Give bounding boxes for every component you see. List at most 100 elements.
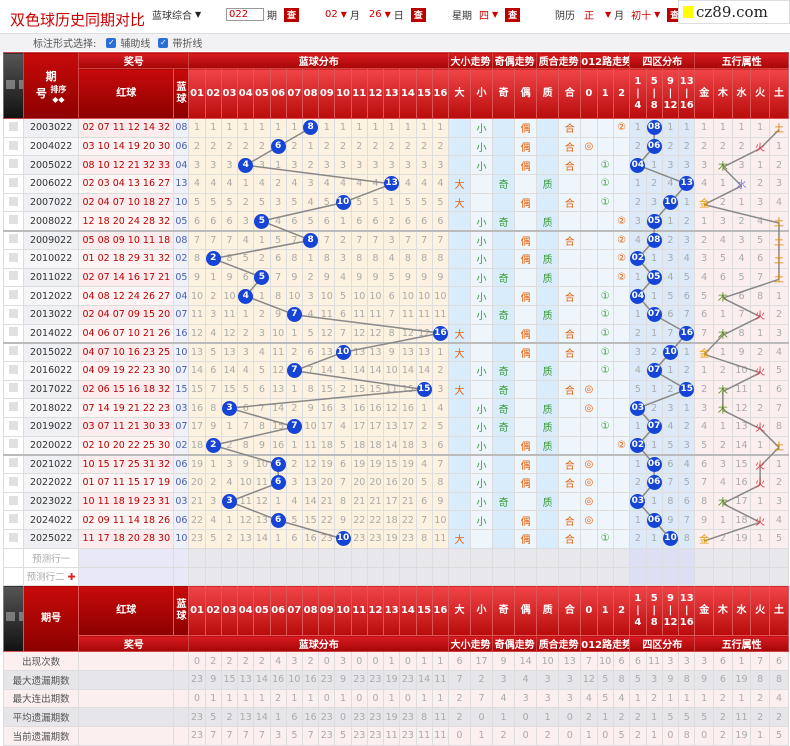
- prediction-cell[interactable]: [596, 566, 614, 587]
- prediction-cell[interactable]: [768, 566, 790, 587]
- prediction-cell[interactable]: [536, 566, 560, 587]
- prediction-label[interactable]: 预测行二 ✚: [23, 566, 80, 587]
- prediction-cell[interactable]: [713, 566, 733, 587]
- zone-cell: 3: [661, 398, 680, 418]
- prediction-cell[interactable]: [220, 547, 239, 568]
- blue-dist-cell: 18: [318, 435, 336, 456]
- query-date-button[interactable]: 查: [410, 7, 426, 22]
- prediction-cell[interactable]: [318, 566, 336, 587]
- prediction-cell[interactable]: [514, 566, 538, 587]
- blue-dist-cell: 22: [318, 510, 336, 531]
- prediction-cell[interactable]: [188, 547, 206, 568]
- prediction-cell[interactable]: [431, 547, 449, 568]
- query-weekday-button[interactable]: 查: [505, 7, 521, 22]
- prediction-cell[interactable]: [750, 547, 770, 568]
- trend-mark: 质: [542, 498, 553, 510]
- prediction-cell[interactable]: [415, 547, 433, 568]
- zone-cell: 07: [645, 304, 663, 325]
- prediction-cell[interactable]: [492, 547, 516, 568]
- prediction-cell[interactable]: [318, 547, 336, 568]
- prediction-label[interactable]: 预测行一: [23, 547, 80, 568]
- prediction-cell[interactable]: [645, 566, 663, 587]
- prediction-cell[interactable]: [678, 566, 696, 587]
- fold-line-checkbox[interactable]: ✓: [158, 37, 169, 48]
- prediction-cell[interactable]: [431, 566, 449, 587]
- prediction-cell[interactable]: [350, 566, 368, 587]
- prediction-cell[interactable]: [237, 547, 255, 568]
- trend-cell: [447, 267, 472, 288]
- prediction-cell[interactable]: [447, 566, 472, 587]
- prediction-cell[interactable]: [204, 566, 222, 587]
- month-select[interactable]: 02: [325, 9, 338, 20]
- prediction-cell[interactable]: [558, 547, 582, 568]
- prediction-cell[interactable]: [334, 566, 352, 587]
- prediction-cell[interactable]: [558, 566, 582, 587]
- prediction-cell[interactable]: [645, 547, 663, 568]
- aux-line-checkbox[interactable]: ✓: [106, 37, 117, 48]
- prediction-cell[interactable]: [447, 547, 472, 568]
- prediction-cell[interactable]: [383, 566, 401, 587]
- prediction-cell[interactable]: [580, 566, 598, 587]
- blue-dist-cell: 6: [415, 211, 433, 232]
- prediction-cell[interactable]: [269, 566, 287, 587]
- prediction-cell[interactable]: [661, 547, 680, 568]
- prediction-cell[interactable]: [750, 566, 770, 587]
- stats-value: 9: [694, 669, 715, 690]
- prediction-cell[interactable]: [514, 547, 538, 568]
- period-input[interactable]: 022: [226, 8, 264, 21]
- prediction-cell[interactable]: [469, 547, 494, 568]
- prediction-cell[interactable]: [253, 547, 271, 568]
- lunar-day-select[interactable]: 初十: [631, 11, 652, 22]
- prediction-cell[interactable]: [220, 566, 239, 587]
- sort-button[interactable]: 排序 ◆◆: [50, 84, 67, 104]
- prediction-cell[interactable]: [612, 566, 631, 587]
- prediction-cell[interactable]: [596, 547, 614, 568]
- prediction-cell[interactable]: [301, 547, 320, 568]
- prediction-cell[interactable]: [612, 547, 631, 568]
- prediction-cell[interactable]: [694, 566, 715, 587]
- prediction-cell[interactable]: [694, 547, 715, 568]
- prediction-cell[interactable]: [366, 547, 385, 568]
- prediction-cell[interactable]: [678, 547, 696, 568]
- prediction-cell[interactable]: [253, 566, 271, 587]
- prediction-cell[interactable]: [629, 566, 647, 587]
- prediction-cell[interactable]: [269, 547, 287, 568]
- prediction-cell[interactable]: [768, 547, 790, 568]
- prediction-cell[interactable]: [713, 547, 733, 568]
- site-logo[interactable]: cz89.com: [678, 0, 790, 24]
- trend-cell: 小: [469, 398, 494, 418]
- prediction-cell[interactable]: [237, 566, 255, 587]
- blue-dist-cell: 1: [204, 267, 222, 288]
- prediction-cell[interactable]: [580, 547, 598, 568]
- prediction-cell[interactable]: [188, 566, 206, 587]
- prediction-cell[interactable]: [383, 547, 401, 568]
- stats-value: 2: [301, 651, 320, 671]
- prediction-cell[interactable]: [661, 566, 680, 587]
- weekday-select[interactable]: 四: [479, 11, 489, 22]
- lottery-select[interactable]: 蓝球综合 ▼: [152, 7, 201, 22]
- prediction-cell[interactable]: [399, 566, 417, 587]
- blue-dist-cell: 20: [318, 473, 336, 493]
- prediction-cell[interactable]: [285, 547, 303, 568]
- prediction-cell[interactable]: [399, 547, 417, 568]
- prediction-cell[interactable]: [334, 547, 352, 568]
- blue-dist-cell: 11: [366, 304, 385, 325]
- prediction-cell[interactable]: [350, 547, 368, 568]
- prediction-cell[interactable]: [536, 547, 560, 568]
- prediction-cell[interactable]: [731, 566, 752, 587]
- prediction-cell[interactable]: [366, 566, 385, 587]
- blue-ball-cell: 06: [173, 136, 190, 157]
- prediction-cell[interactable]: [204, 547, 222, 568]
- prediction-cell[interactable]: [301, 566, 320, 587]
- prediction-cell[interactable]: [469, 566, 494, 587]
- prediction-cell[interactable]: [285, 566, 303, 587]
- prediction-cell[interactable]: [629, 547, 647, 568]
- prediction-cell[interactable]: [415, 566, 433, 587]
- mod-cell: [596, 211, 614, 232]
- add-icon[interactable]: ✚: [67, 572, 76, 584]
- prediction-cell[interactable]: [731, 547, 752, 568]
- day-select[interactable]: 26: [368, 9, 382, 20]
- query-period-button[interactable]: 查: [284, 7, 299, 22]
- lunar-month-select[interactable]: 正: [584, 11, 594, 22]
- prediction-cell[interactable]: [492, 566, 516, 587]
